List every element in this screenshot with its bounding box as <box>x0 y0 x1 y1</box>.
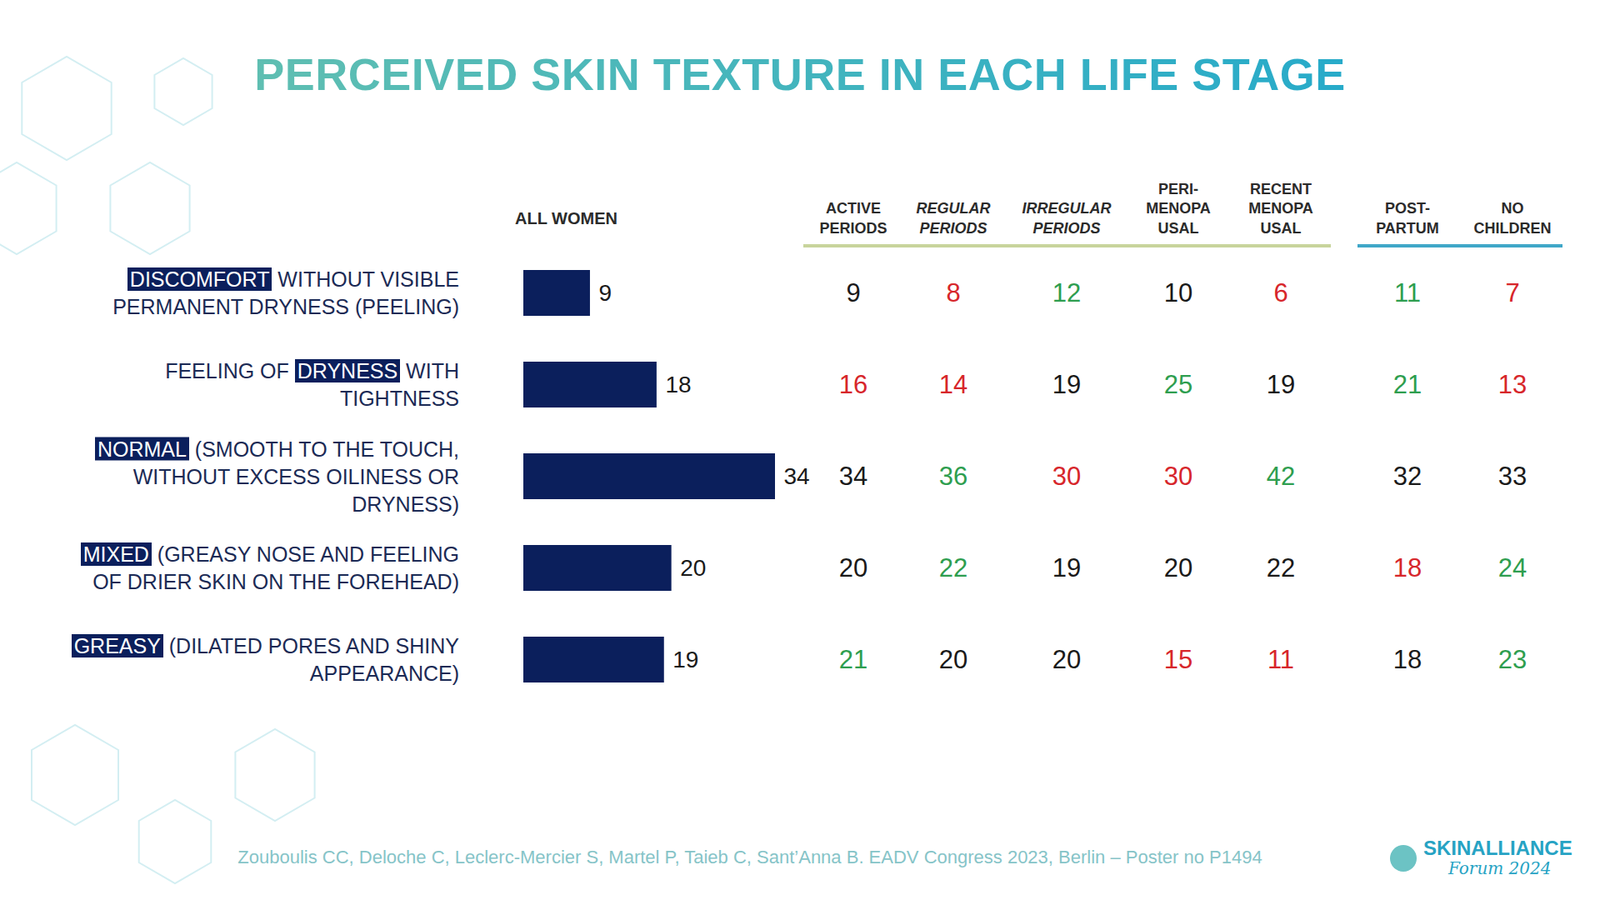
html-text:22: 22 <box>1266 552 1296 583</box>
html-text:34: 34 <box>839 461 868 491</box>
html-text:11: 11 <box>1267 644 1295 674</box>
html-text:32: 32 <box>1393 461 1422 491</box>
html-text:9: 9 <box>846 277 861 308</box>
html-text:20: 20 <box>839 552 868 583</box>
html-text:11: 11 <box>1394 277 1421 308</box>
html-text:PERIODS: PERIODS <box>1032 219 1101 237</box>
html-text:13: 13 <box>1498 369 1527 399</box>
html-text:PERCEIVED SKIN TEXTURE IN EACH: PERCEIVED SKIN TEXTURE IN EACH LIFE STAG… <box>254 49 1346 100</box>
svg-text:34: 34 <box>784 463 810 490</box>
html-text:MENOPA: MENOPA <box>1146 200 1211 217</box>
html-text:POST-: POST- <box>1385 200 1430 217</box>
html-text:FEELING OF DRYNESS WITH TIGHTN: FEELING OF DRYNESS WITH TIGHTNESS <box>165 358 460 410</box>
html-text:PARTUM: PARTUM <box>1376 219 1439 237</box>
svg-text:18: 18 <box>665 371 691 398</box>
html-text:MENOPA: MENOPA <box>1248 200 1314 217</box>
html-text:NORMAL (SMOOTH TO THE TOUCH, W: NORMAL (SMOOTH TO THE TOUCH, WITHOUT EXC… <box>97 436 460 515</box>
html-text:CHILDREN: CHILDREN <box>1473 219 1552 237</box>
html-text:14: 14 <box>939 369 968 399</box>
html-text:20: 20 <box>1052 644 1081 674</box>
html-text:ACTIVE: ACTIVE <box>825 200 881 217</box>
html-text:19: 19 <box>1266 369 1296 399</box>
svg-text:19: 19 <box>672 646 699 673</box>
html-text:19: 19 <box>1052 369 1081 399</box>
html-text:19: 19 <box>1052 552 1081 583</box>
html-text:DISCOMFORT WITHOUT VISIBLE PER: DISCOMFORT WITHOUT VISIBLE PERMANENT DRY… <box>112 267 460 318</box>
html-text:23: 23 <box>1498 644 1527 674</box>
html-text:USAL: USAL <box>1157 219 1199 237</box>
html-text:16: 16 <box>839 369 868 399</box>
html-text:25: 25 <box>1164 369 1193 399</box>
html-text:ALL WOMEN: ALL WOMEN <box>515 209 618 228</box>
html-text:12: 12 <box>1052 277 1081 308</box>
html-text:GREASY (DILATED PORES AND SHIN: GREASY (DILATED PORES AND SHINY APPEARAN… <box>73 633 460 685</box>
html-text:10: 10 <box>1164 277 1193 308</box>
html-text:30: 30 <box>1052 461 1081 491</box>
html-text:30: 30 <box>1164 461 1193 491</box>
html-text:MIXED (GREASY NOSE AND FEELING: MIXED (GREASY NOSE AND FEELING OF DRIER … <box>83 542 460 593</box>
html-text:Zouboulis CC, Deloche C, Lecle: Zouboulis CC, Deloche C, Leclerc-Mercier… <box>237 846 1263 868</box>
html-text:21: 21 <box>839 644 868 674</box>
html-text:Forum 2024: Forum 2024 <box>1448 858 1552 879</box>
html-text:6: 6 <box>1273 277 1288 308</box>
html-text:24: 24 <box>1498 552 1527 583</box>
html-text:18: 18 <box>1393 644 1422 674</box>
html-text:NO: NO <box>1501 200 1524 217</box>
html-text:8: 8 <box>946 277 961 308</box>
html-text:7: 7 <box>1505 277 1520 308</box>
html-text:USAL: USAL <box>1260 219 1302 237</box>
html-text:20: 20 <box>939 644 968 674</box>
html-text:18: 18 <box>1393 552 1422 583</box>
html-text:42: 42 <box>1266 461 1296 491</box>
svg-text:9: 9 <box>598 280 612 306</box>
html-text:PERI-: PERI- <box>1158 180 1199 198</box>
svg-text:20: 20 <box>680 555 706 581</box>
html-text:PERIODS: PERIODS <box>919 219 988 237</box>
html-text:RECENT: RECENT <box>1250 180 1312 198</box>
html-text:REGULAR: REGULAR <box>916 200 991 217</box>
html-text:20: 20 <box>1164 552 1193 583</box>
html-text:22: 22 <box>939 552 968 583</box>
html-text:PERIODS: PERIODS <box>819 219 888 237</box>
html-text:33: 33 <box>1498 461 1527 491</box>
html-text:15: 15 <box>1164 644 1193 674</box>
html-text:SKINALLIANCE: SKINALLIANCE <box>1423 836 1573 860</box>
html-text:21: 21 <box>1393 369 1422 399</box>
html-text:36: 36 <box>939 461 968 491</box>
html-text:IRREGULAR: IRREGULAR <box>1022 200 1112 217</box>
